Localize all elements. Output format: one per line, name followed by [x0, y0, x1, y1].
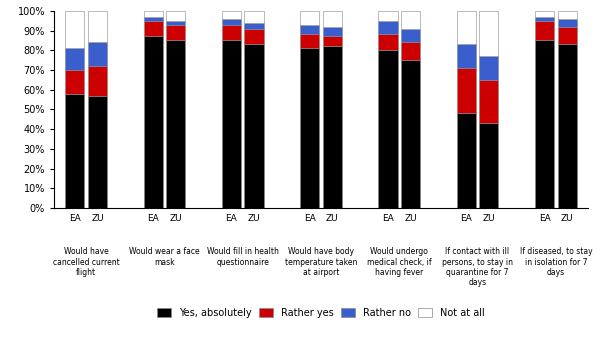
Bar [557, 11, 577, 19]
Bar [166, 40, 185, 208]
Bar [535, 17, 554, 20]
Bar [222, 24, 241, 40]
Bar [244, 45, 263, 208]
Bar [479, 56, 499, 80]
Bar [401, 42, 420, 60]
Bar [88, 66, 107, 95]
Bar [88, 95, 107, 208]
Bar [457, 11, 476, 45]
Bar [300, 11, 319, 24]
Bar [222, 40, 241, 208]
Bar [379, 50, 398, 208]
Bar [323, 27, 342, 36]
Bar [65, 70, 85, 94]
Bar [323, 36, 342, 46]
Bar [379, 20, 398, 34]
Bar [143, 36, 163, 208]
Bar [143, 20, 163, 36]
Text: Would wear a face
mask: Would wear a face mask [129, 247, 200, 266]
Bar [166, 20, 185, 24]
Bar [401, 60, 420, 208]
Bar [222, 11, 241, 19]
Bar [300, 48, 319, 208]
Bar [535, 11, 554, 17]
Bar [479, 123, 499, 208]
Bar [479, 80, 499, 123]
Bar [65, 11, 85, 48]
Bar [557, 45, 577, 208]
Bar [457, 113, 476, 208]
Bar [222, 19, 241, 24]
Bar [244, 29, 263, 45]
Bar [535, 40, 554, 208]
Bar [457, 44, 476, 68]
Bar [323, 11, 342, 27]
Text: Would have body
temperature taken
at airport: Would have body temperature taken at air… [285, 247, 357, 277]
Bar [166, 24, 185, 40]
Bar [401, 11, 420, 28]
Bar [557, 27, 577, 45]
Bar [88, 11, 107, 42]
Bar [479, 11, 499, 56]
Bar [143, 17, 163, 20]
Bar [535, 20, 554, 40]
Bar [300, 24, 319, 34]
Bar [88, 42, 107, 66]
Bar [379, 11, 398, 20]
Bar [457, 68, 476, 113]
Legend: Yes, absolutely, Rather yes, Rather no, Not at all: Yes, absolutely, Rather yes, Rather no, … [157, 308, 485, 318]
Text: Would undergo
medical check, if
having fever: Would undergo medical check, if having f… [367, 247, 431, 277]
Bar [65, 48, 85, 70]
Bar [300, 34, 319, 48]
Bar [244, 23, 263, 28]
Text: If diseased, to stay
in isolation for 7
days: If diseased, to stay in isolation for 7 … [520, 247, 592, 277]
Text: Would fill in health
questionnaire: Would fill in health questionnaire [207, 247, 278, 266]
Text: If contact with ill
persons, to stay in
quarantine for 7
days: If contact with ill persons, to stay in … [442, 247, 513, 287]
Bar [143, 11, 163, 17]
Bar [401, 28, 420, 42]
Bar [323, 46, 342, 208]
Bar [166, 11, 185, 20]
Bar [244, 11, 263, 23]
Text: Would have
cancelled current
flight: Would have cancelled current flight [53, 247, 119, 277]
Bar [65, 94, 85, 208]
Bar [557, 19, 577, 27]
Bar [379, 34, 398, 50]
